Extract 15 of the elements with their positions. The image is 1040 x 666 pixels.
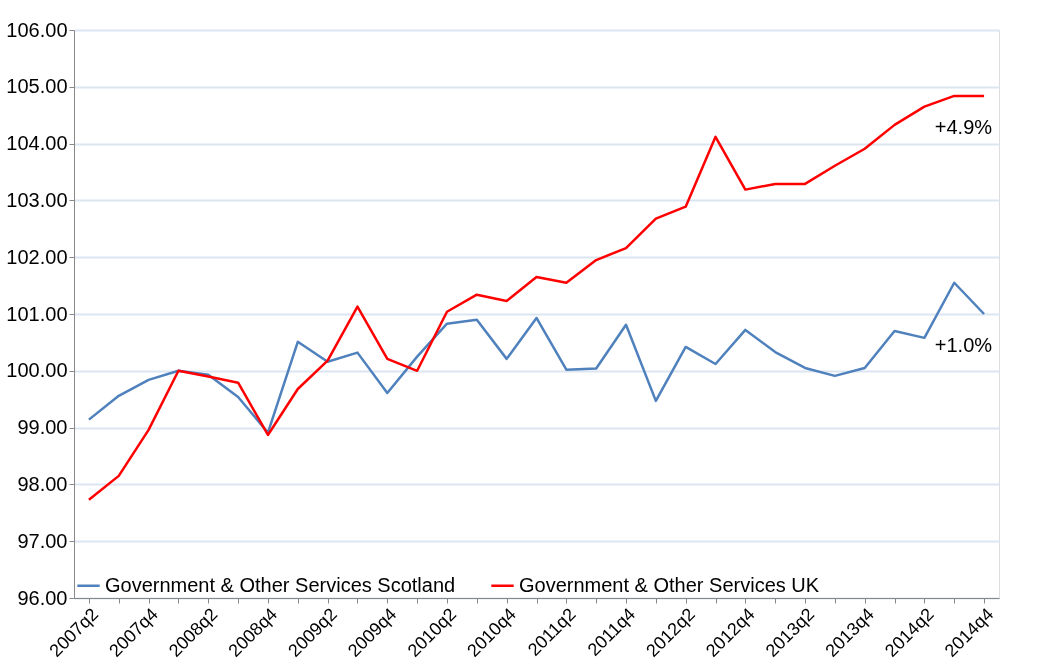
legend-label: Government & Other Services Scotland	[105, 573, 456, 596]
y-tick-label: 100.00	[6, 359, 68, 382]
y-tick-label: 97.00	[17, 529, 68, 552]
annotation: +1.0%	[934, 334, 993, 356]
y-tick-label: 105.00	[6, 75, 68, 98]
annotation: +4.9%	[934, 115, 993, 138]
y-tick-label: 103.00	[6, 188, 68, 211]
y-tick-label: 96.00	[17, 586, 68, 609]
y-tick-label: 98.00	[17, 472, 68, 495]
legend-label: Government & Other Services UK	[519, 573, 820, 596]
y-tick-label: 99.00	[17, 416, 68, 439]
y-tick-label: 102.00	[6, 245, 68, 268]
y-tick-label: 106.00	[6, 18, 68, 41]
y-tick-label: 101.00	[6, 302, 68, 325]
y-tick-label: 104.00	[6, 132, 68, 155]
